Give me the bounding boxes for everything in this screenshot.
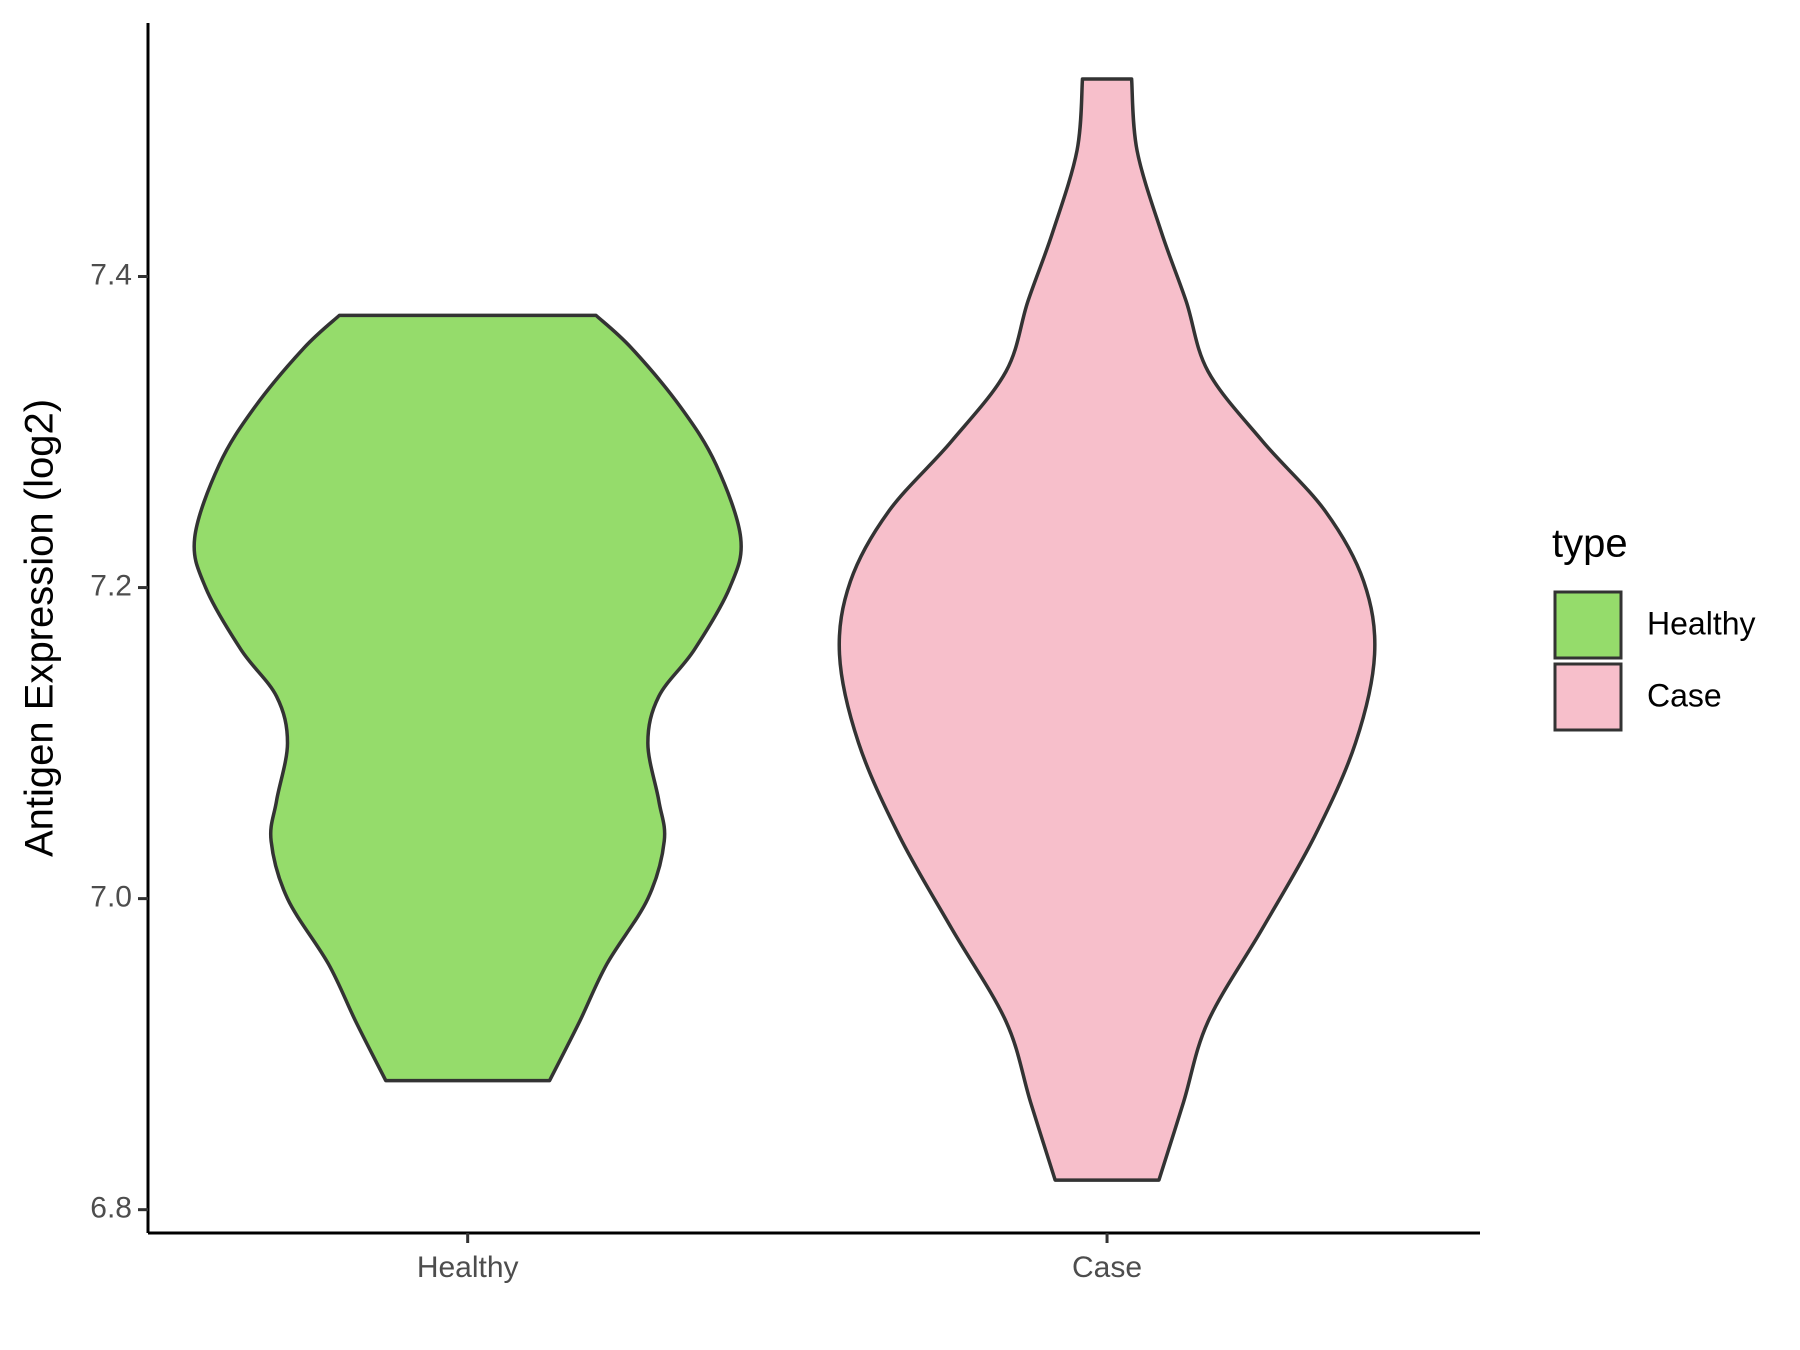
y-tick-label: 6.8 — [90, 1192, 132, 1225]
y-tick-label: 7.4 — [90, 258, 132, 291]
legend-label: Case — [1647, 677, 1722, 713]
y-axis-title: Antigen Expression (log2) — [18, 399, 62, 857]
legend-label: Healthy — [1647, 605, 1756, 641]
x-tick-label: Case — [1072, 1251, 1142, 1284]
legend-swatch — [1553, 590, 1623, 660]
legend-title: type — [1552, 522, 1628, 566]
y-tick-label: 7.2 — [90, 569, 132, 602]
y-tick-label: 7.0 — [90, 881, 132, 914]
violin — [837, 77, 1377, 1182]
legend-swatch — [1553, 662, 1623, 732]
x-tick-label: Healthy — [417, 1251, 519, 1284]
violin — [192, 313, 743, 1083]
